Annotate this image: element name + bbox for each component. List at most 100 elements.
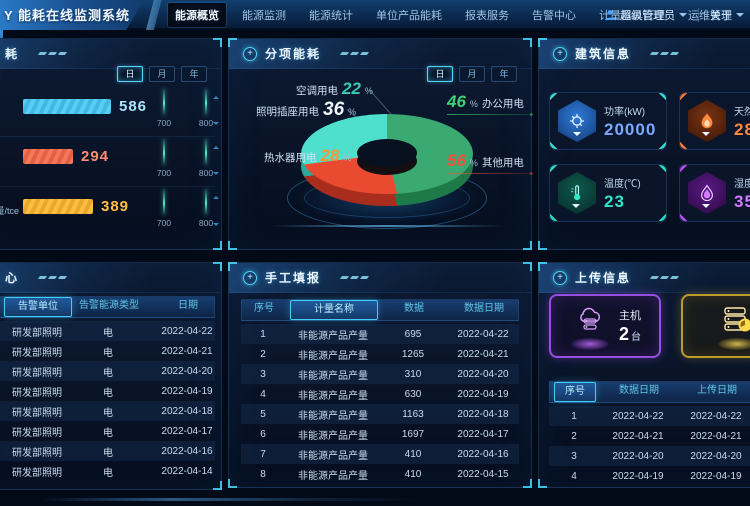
droplet-icon [688,172,726,214]
card-label: 功率(kW) [604,106,646,118]
panel-title: 耗 [5,47,20,61]
panel-energy-consumption: 耗 日 月 年 586 700 [0,38,222,250]
cell-unit: 研发部照明 [12,347,62,359]
cell-index: 7 [260,448,266,460]
panel-upload-info: 上传信息 主机 2 台 [538,262,750,488]
scroll-up-icon[interactable] [213,93,219,99]
cell-index: 6 [260,428,266,440]
corner-accent [228,262,237,271]
bar-line: 586 [23,98,147,115]
table-row[interactable]: 研发部照明 电 2022-04-16 [0,441,215,461]
cell-upload-date: 2022-04-21 [690,430,742,442]
table-row[interactable]: 研发部照明 电 2022-04-18 [0,401,215,421]
scroll-down-icon[interactable] [213,122,219,128]
flame-icon [688,100,726,142]
table-row[interactable]: 3 2022-04-20 2022-04-20 [549,446,750,466]
cell-value: 410 [404,448,422,460]
bar-line: 294 [23,148,109,165]
cell-meter-name: 非能源产品产量 [298,450,368,462]
table-row[interactable]: 研发部照明 电 2022-04-17 [0,421,215,441]
period-filter-button[interactable]: 月 [149,66,175,82]
scroll-down-icon[interactable] [213,223,219,229]
cell-energy-type: 电 [103,367,113,379]
nav-right-area: 超级管理员 关于 [604,0,744,30]
card-humidity: 湿度 35 [679,164,750,222]
cell-meter-name: 非能源产品产量 [298,430,368,442]
column-header: 告警能源类型 [79,300,139,311]
nav-item[interactable]: 能源监测 [242,10,286,22]
column-header: 告警单位 [4,297,72,317]
period-filter-button[interactable]: 月 [459,66,485,82]
nav-item[interactable]: 单位产品能耗 [376,10,442,22]
panel-title-icon [243,46,257,61]
table-row[interactable]: 研发部照明 电 2022-04-20 [0,361,215,381]
about-menu[interactable]: 关于 [710,7,744,23]
panel-header: 分项能耗 [229,39,531,69]
scroll-up-icon[interactable] [213,143,219,149]
panel-manual-report: 手工填报 序号 计量名称 数据 数据日期 1 非能源产品产量 695 2022-04-… [228,262,532,488]
cell-value: 410 [404,468,422,480]
period-filter-button[interactable]: 年 [181,66,207,82]
table-row[interactable]: 4 2022-04-19 2022-04-19 [549,466,750,486]
table-row[interactable]: 8 非能源产品产量 410 2022-04-15 [241,464,519,484]
period-filter: 日 月 年 [117,66,207,82]
table-row[interactable]: 研发部照明 电 2022-04-21 [0,341,215,361]
table-row[interactable]: 研发部照明 电 2022-04-14 [0,461,215,481]
cell-energy-type: 电 [103,427,113,439]
table-row[interactable]: 研发部照明 电 2022-04-19 [0,381,215,401]
table-row[interactable]: 2 非能源产品产量 1265 2022-04-21 [241,344,519,364]
cell-unit: 研发部照明 [12,367,62,379]
cell-date: 2022-04-19 [457,388,509,400]
table-row[interactable]: 研发部照明 电 2022-04-22 [0,321,215,341]
card-label: 温度(℃) [604,178,641,190]
card-temperature: 温度(℃) 23 [549,164,667,222]
period-filter-button[interactable]: 年 [491,66,517,82]
cell-unit: 研发部照明 [12,327,62,339]
table-body: 研发部照明 电 2022-04-22 研发部照明 电 2022-04-21 研发… [0,321,215,481]
header-dashes-decoration [37,276,68,279]
top-navbar: Y 能耗在线监测系统 能源概览 能源监测 能源统计 单位产品能耗 报表服务 告警… [0,0,750,30]
nav-item[interactable]: 能源统计 [309,10,353,22]
table-row[interactable]: 3 非能源产品产量 310 2022-04-20 [241,364,519,384]
table-row[interactable]: 6 非能源产品产量 1697 2022-04-17 [241,424,519,444]
cell-index: 8 [260,468,266,480]
panel-title: 心 [5,271,20,285]
cell-energy-type: 电 [103,467,113,479]
tick: 800 [197,89,215,128]
period-filter-button[interactable]: 日 [117,66,143,82]
panel-title-icon [243,270,257,285]
user-menu[interactable]: 超级管理员 [604,7,687,23]
tick: 700 [155,89,173,128]
nav-item[interactable]: 报表服务 [465,10,509,22]
card-label: 湿度 [734,178,750,190]
cell-meter-name: 非能源产品产量 [298,350,368,362]
nav-item[interactable]: 运维管理 [688,10,732,22]
table-row[interactable]: 1 非能源产品产量 695 2022-04-22 [241,324,519,344]
bar-label: 量/tce [0,206,19,216]
nav-item[interactable]: 告警中心 [532,10,576,22]
nav-item[interactable]: 能源概览 [168,3,226,27]
callout-underline [447,113,533,116]
nav-item[interactable]: 计量器具管理 [599,10,665,22]
chevron-down-icon [679,13,687,21]
table-row[interactable]: 1 2022-04-22 2022-04-22 [549,406,750,426]
scroll-down-icon[interactable] [213,172,219,178]
cell-date: 2022-04-15 [457,468,509,480]
header-dashes-decoration [339,52,370,55]
panel-alarm-center: 心 告警单位 告警能源类型 日期 研发部照明 电 2022-04-22 研发部照明 [0,262,222,490]
period-filter-button[interactable]: 日 [427,66,453,82]
card-label: 天然气 [734,106,750,118]
bar-value: 389 [101,198,130,215]
scroll-up-icon[interactable] [213,193,219,199]
table-row[interactable]: 7 非能源产品产量 410 2022-04-16 [241,444,519,464]
table-row[interactable]: 4 非能源产品产量 630 2022-04-19 [241,384,519,404]
panel-title-icon [553,270,567,285]
table-row[interactable]: 5 非能源产品产量 1163 2022-04-18 [241,404,519,424]
logo-background [0,0,144,30]
table-row[interactable]: 2 2022-04-21 2022-04-21 [549,426,750,446]
panel-header: 心 [0,263,221,293]
cell-energy-type: 电 [103,387,113,399]
cell-date: 2022-04-22 [161,325,213,337]
corner-accent [538,241,547,250]
bar-value: 294 [81,148,110,165]
